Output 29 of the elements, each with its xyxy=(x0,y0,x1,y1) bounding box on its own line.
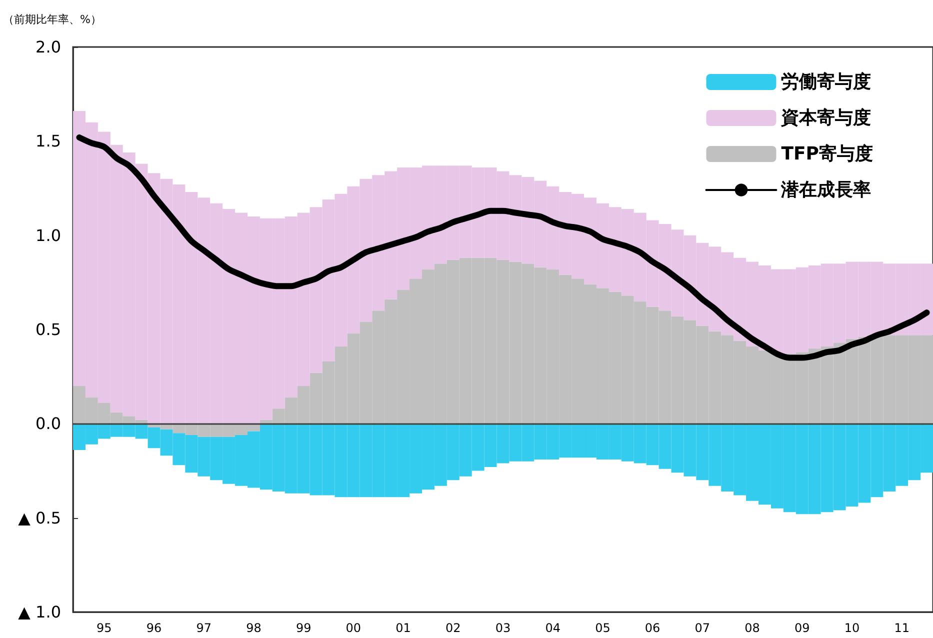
x-tick-label: 08 xyxy=(744,621,760,635)
y-tick-label: 2.0 xyxy=(36,38,61,56)
y-axis-title: （前期比年率、%） xyxy=(3,13,102,26)
legend-label: TFP寄与度 xyxy=(781,144,874,164)
x-tick-label: 06 xyxy=(644,621,660,635)
y-tick-label: 0.0 xyxy=(36,414,61,434)
x-tick-label: 07 xyxy=(694,621,710,635)
y-tick-label: ▲ 1.0 xyxy=(18,602,61,622)
y-tick-label: ▲ 0.5 xyxy=(18,508,61,528)
y-tick-label: 1.5 xyxy=(36,132,61,151)
x-tick-label: 02 xyxy=(446,621,461,635)
x-tick-label: 09 xyxy=(794,621,810,635)
x-tick-label: 97 xyxy=(196,621,212,635)
x-tick-label: 95 xyxy=(96,621,112,635)
x-tick-label: 11 xyxy=(894,621,910,635)
x-tick-label: 10 xyxy=(844,621,860,635)
x-tick-label: 96 xyxy=(146,621,162,635)
y-tick-label: 1.0 xyxy=(36,226,61,245)
x-tick-label: 05 xyxy=(595,621,610,635)
legend-label: 資本寄与度 xyxy=(780,108,872,128)
x-tick-label: 99 xyxy=(296,621,312,635)
x-tick-label: 03 xyxy=(495,621,511,635)
x-tick-label: 01 xyxy=(396,621,411,635)
legend-label: 潜在成長率 xyxy=(780,180,872,200)
x-tick-label: 98 xyxy=(246,621,262,635)
y-tick-label: 0.5 xyxy=(36,320,61,339)
x-tick-label: 04 xyxy=(545,621,560,635)
x-tick-label: 00 xyxy=(346,621,362,635)
legend-label: 労働寄与度 xyxy=(781,72,872,92)
